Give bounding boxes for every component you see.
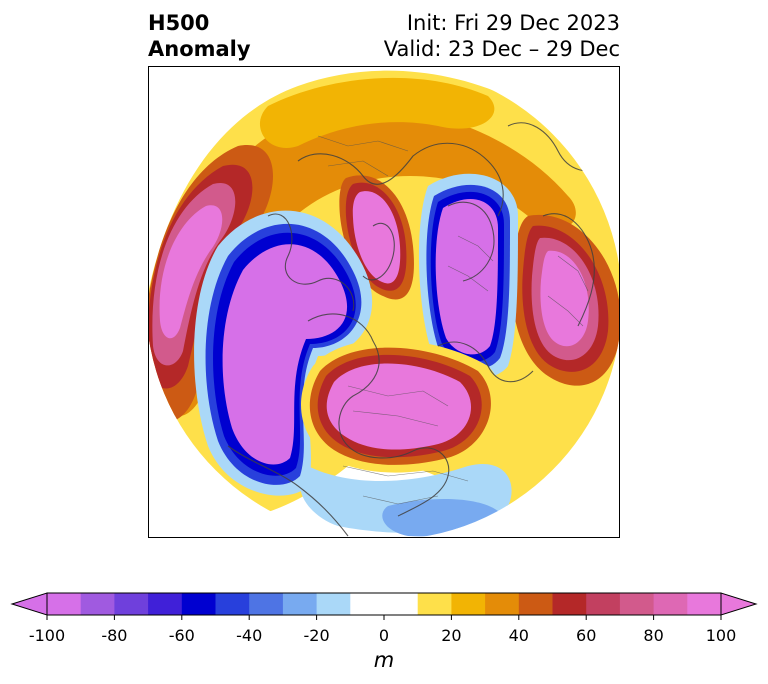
colorbar-tick-label: 100 [706,626,737,645]
colorbar-segment [80,593,115,615]
us-low-mid [382,499,498,537]
colorbar-segment [451,593,486,615]
colorbar-segment [619,593,655,615]
warm-top-gold [259,77,495,148]
colorbar-segment [215,593,250,615]
colorbar-under-arrow [10,592,48,616]
colorbar-segment [350,593,385,615]
colorbar-segment [485,593,520,615]
colorbar-tick-label: 60 [576,626,596,645]
colorbar-tick-label: -100 [29,626,65,645]
title-dates: Init: Fri 29 Dec 2023 Valid: 23 Dec – 29… [384,10,620,62]
pacific-low-core [222,244,348,465]
colorbar-segment [687,593,722,615]
colorbar-segment [417,593,452,615]
anomaly-map [148,66,620,538]
asia-low-core [435,198,498,355]
borders [317,135,589,505]
colorbar-unit-label: m [374,648,394,672]
colorbar-tick-label: 80 [643,626,663,645]
title-field: H500 Anomaly [148,10,251,62]
north-high-core [352,191,401,284]
colorbar-segment [586,593,621,615]
west-high-core [159,205,223,339]
colorbar-tick-label: 20 [441,626,461,645]
colorbar-tick-label: -80 [101,626,127,645]
colorbar-segment [47,593,82,615]
namerica-high-core [326,363,472,450]
colorbar-segment [148,593,183,615]
colorbar-segment [249,593,284,615]
title-line-1: H500 [148,11,210,35]
east-high-core [540,250,589,347]
colorbar-segment [384,593,419,615]
coastlines [227,122,609,537]
colorbar-segment [114,593,149,615]
colorbar-over-arrow [720,592,758,616]
colorbar-tick-label: -60 [169,626,195,645]
colorbar-tick-label: 0 [379,626,389,645]
colorbar-tick-label: -20 [304,626,330,645]
colorbar-tick-label: 40 [509,626,529,645]
map-border [148,66,620,538]
valid-range: Valid: 23 Dec – 29 Dec [383,37,620,61]
title-line-2: Anomaly [148,37,251,61]
colorbar-segment [552,593,587,615]
colorbar-segment [282,593,318,615]
colorbar-tick-label: -40 [236,626,262,645]
colorbar-segment [181,593,216,615]
colorbar-segment [518,593,553,615]
init-date: Init: Fri 29 Dec 2023 [406,11,620,35]
colorbar-segment [653,593,688,615]
colorbar: -100 -80 -60 -40 -20 0 20 40 60 80 100 m [10,592,758,672]
colorbar-segment [316,593,351,615]
